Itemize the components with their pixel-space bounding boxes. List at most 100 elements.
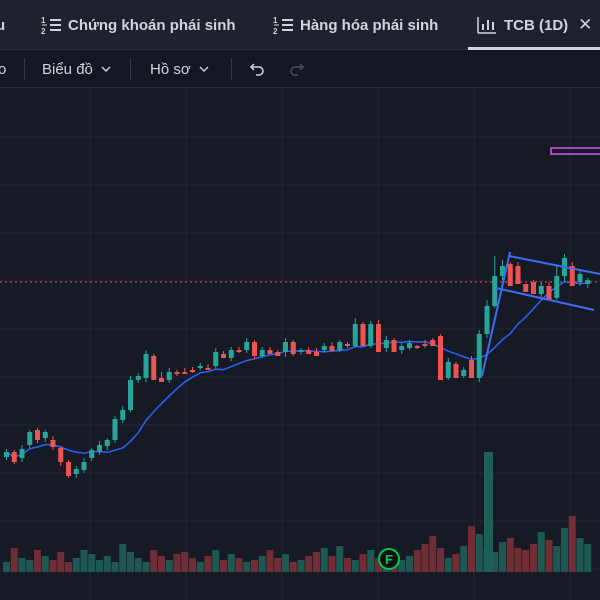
- tab-chung-khoan-phai-sinh[interactable]: 1 2 Chứng khoán phái sinh: [40, 0, 236, 50]
- redo-icon[interactable]: [289, 60, 307, 78]
- chart-grid: [0, 89, 600, 600]
- tab-label: Hàng hóa phái sinh: [300, 16, 439, 34]
- event-marker-label: F: [385, 552, 393, 567]
- event-marker[interactable]: F: [378, 548, 400, 570]
- trendline-upper-channel: [508, 255, 600, 275]
- moving-average-line: [6, 281, 588, 458]
- tab-hang-hoa-phai-sinh[interactable]: 1 2 Hàng hóa phái sinh: [272, 0, 438, 50]
- close-icon[interactable]: ✕: [578, 15, 593, 34]
- toolbar-partial-label: o: [0, 60, 7, 78]
- candle-body: [11, 452, 17, 462]
- chart-toolbar: o Biểu đồ Hồ sơ: [0, 50, 600, 88]
- volume-bar: [568, 516, 576, 572]
- candle-body: [252, 342, 257, 356]
- candle-body: [585, 280, 591, 284]
- candle-body: [166, 372, 172, 380]
- candle-body: [35, 430, 40, 440]
- volume-bar: [359, 554, 367, 572]
- profile-menu-button[interactable]: Hồ sơ: [150, 50, 209, 88]
- drawing-tools: [481, 147, 600, 377]
- volume-bar: [220, 560, 227, 572]
- volume-bar: [88, 554, 96, 572]
- candle-body: [321, 346, 327, 350]
- volume-bar: [158, 556, 165, 572]
- volume-bar: [189, 558, 196, 572]
- tab-label: Chứng khoán phái sinh: [68, 16, 236, 34]
- candle-body: [376, 324, 381, 352]
- candle-body: [42, 432, 48, 438]
- volume-bar: [227, 554, 235, 572]
- candle-body: [531, 282, 536, 294]
- volume-bar: [266, 550, 274, 572]
- volume-bar: [127, 552, 134, 572]
- tab-partial[interactable]: u: [0, 0, 5, 50]
- candle-body: [236, 350, 242, 352]
- candle-body: [314, 352, 319, 356]
- candle-body: [352, 324, 358, 346]
- price-range-box: [550, 147, 600, 155]
- volume-bar: [18, 558, 26, 572]
- volume-bar: [452, 554, 460, 572]
- candle-body: [469, 360, 474, 378]
- candle-body: [569, 266, 575, 286]
- volume-bar: [258, 556, 266, 572]
- candle-body: [538, 286, 544, 294]
- volume-bar: [530, 544, 537, 572]
- price-chart[interactable]: F: [0, 89, 600, 600]
- volume-bar: [514, 548, 522, 572]
- volume-bar: [522, 550, 530, 572]
- undo-icon[interactable]: [247, 60, 265, 78]
- candle-body: [50, 440, 56, 447]
- tab-label: TCB (1D): [504, 16, 569, 34]
- toolbar-partial-item[interactable]: o: [0, 50, 6, 88]
- profile-menu-label: Hồ sơ: [150, 60, 191, 78]
- volume-bar: [65, 562, 72, 572]
- candle-body: [89, 450, 95, 458]
- volume-bar: [251, 560, 258, 572]
- volume-bar: [506, 538, 514, 572]
- volume-bar: [320, 548, 328, 572]
- candle-body: [135, 376, 141, 380]
- candle-body: [190, 370, 195, 372]
- volume-bar: [444, 558, 452, 572]
- candle-body: [298, 350, 304, 352]
- volume-bar: [10, 548, 18, 572]
- chart-menu-button[interactable]: Biểu đồ: [42, 50, 111, 88]
- candle-body: [143, 354, 149, 378]
- volume-bar: [181, 552, 189, 572]
- volume-bar: [437, 548, 444, 572]
- candle-body: [182, 372, 188, 374]
- volume-bar: [212, 550, 220, 572]
- event-marker-circle: [378, 548, 400, 570]
- trendline-breakout: [481, 251, 511, 377]
- volume-bar: [26, 560, 34, 572]
- volume-bar: [313, 552, 320, 572]
- svg-text:1: 1: [41, 16, 46, 25]
- candle-body: [430, 340, 436, 346]
- candle-body: [228, 350, 234, 358]
- volume-bar: [561, 528, 568, 572]
- tab-tcb-1d[interactable]: TCB (1D) ✕: [476, 0, 592, 50]
- volume-bar: [243, 562, 251, 572]
- candle-body: [453, 364, 459, 378]
- toolbar-divider: [24, 58, 25, 80]
- list-numbered-icon: 1 2: [273, 16, 293, 36]
- volume-bar: [429, 536, 437, 572]
- volume-bar: [344, 558, 351, 572]
- volume-bar: [282, 554, 289, 572]
- candle-body: [66, 462, 71, 476]
- candle-body: [259, 350, 265, 356]
- candle-body: [81, 462, 87, 470]
- chart-canvas[interactable]: F: [0, 89, 600, 600]
- volume-bar: [305, 556, 313, 572]
- candle-body: [515, 266, 521, 284]
- candle-body: [267, 350, 273, 354]
- volume-bar: [134, 558, 142, 572]
- candle-body: [275, 352, 281, 356]
- candle-body: [461, 370, 467, 376]
- candle-body: [244, 342, 250, 350]
- trendline-lower-channel: [495, 287, 595, 311]
- volume-bar: [499, 542, 506, 572]
- candle-body: [484, 306, 490, 334]
- candle-body: [290, 342, 296, 354]
